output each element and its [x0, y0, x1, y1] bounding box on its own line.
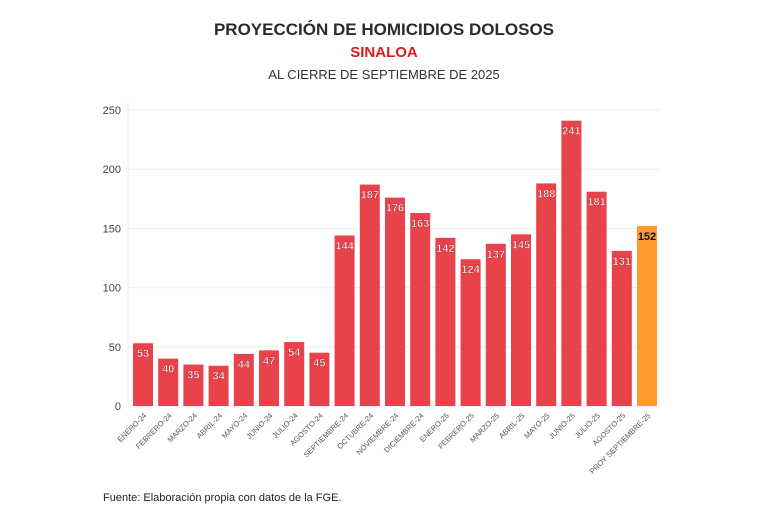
- bar: [259, 350, 279, 406]
- chart-title: PROYECCIÓN DE HOMICIDIOS DOLOSOS: [213, 20, 555, 39]
- bar: [511, 234, 531, 406]
- bar: [485, 243, 506, 406]
- data-label: 53: [137, 348, 149, 360]
- data-label: 188: [537, 188, 555, 200]
- data-label: 44: [238, 359, 251, 371]
- data-label: 187: [361, 190, 379, 202]
- y-tick-label: 150: [103, 223, 121, 235]
- y-tick-label: 0: [115, 401, 121, 413]
- data-label: 40: [162, 364, 174, 376]
- bar: [611, 250, 632, 406]
- y-tick-label: 50: [109, 342, 121, 354]
- y-tick-label: 250: [103, 105, 121, 117]
- y-tick-label: 200: [103, 164, 121, 176]
- data-label: 131: [613, 256, 631, 268]
- data-label: 142: [436, 243, 454, 255]
- data-label: 181: [587, 197, 605, 209]
- data-label: 144: [335, 241, 354, 253]
- data-label: 145: [512, 239, 530, 251]
- bar: [233, 353, 254, 406]
- data-label: 124: [461, 264, 480, 276]
- bar: [133, 343, 153, 406]
- data-label: 45: [313, 358, 325, 370]
- y-tick-label: 100: [103, 283, 121, 295]
- source-note: Fuente: Elaboración propia con datos de …: [103, 492, 342, 504]
- data-label: 137: [487, 249, 505, 261]
- x-tick-label: JUNIO-24: [244, 411, 274, 441]
- x-tick-label: ABRIL-24: [195, 411, 224, 440]
- bar: [637, 226, 657, 406]
- x-tick-label: ABRIL-25: [497, 411, 526, 440]
- bar: [410, 213, 431, 406]
- bar: [536, 183, 557, 406]
- bar: [183, 364, 204, 406]
- chart-subtitle: SINALOA: [350, 44, 418, 61]
- bar: [334, 235, 355, 406]
- x-tick-label: JUNIO-25: [547, 411, 577, 441]
- data-label: 176: [386, 203, 404, 215]
- data-label: 163: [411, 218, 429, 230]
- bar: [158, 358, 179, 406]
- bar: [284, 342, 305, 406]
- x-tick-label: SEPTIEMBRE-24: [302, 411, 350, 459]
- chart-subtitle-date: AL CIERRE DE SEPTIEMBRE DE 2025: [268, 67, 500, 82]
- bar: [561, 120, 582, 406]
- data-label: 34: [212, 371, 225, 383]
- data-label: 241: [562, 126, 580, 138]
- bar: [208, 365, 229, 406]
- data-label: 54: [288, 347, 301, 359]
- bar: [460, 259, 481, 406]
- bar: [359, 184, 380, 406]
- data-label: 152: [638, 231, 656, 243]
- bar: [309, 352, 330, 406]
- bar: [385, 197, 405, 406]
- bar: [586, 191, 607, 406]
- data-label: 47: [263, 355, 275, 367]
- data-label: 35: [187, 370, 199, 382]
- bar: [435, 237, 456, 406]
